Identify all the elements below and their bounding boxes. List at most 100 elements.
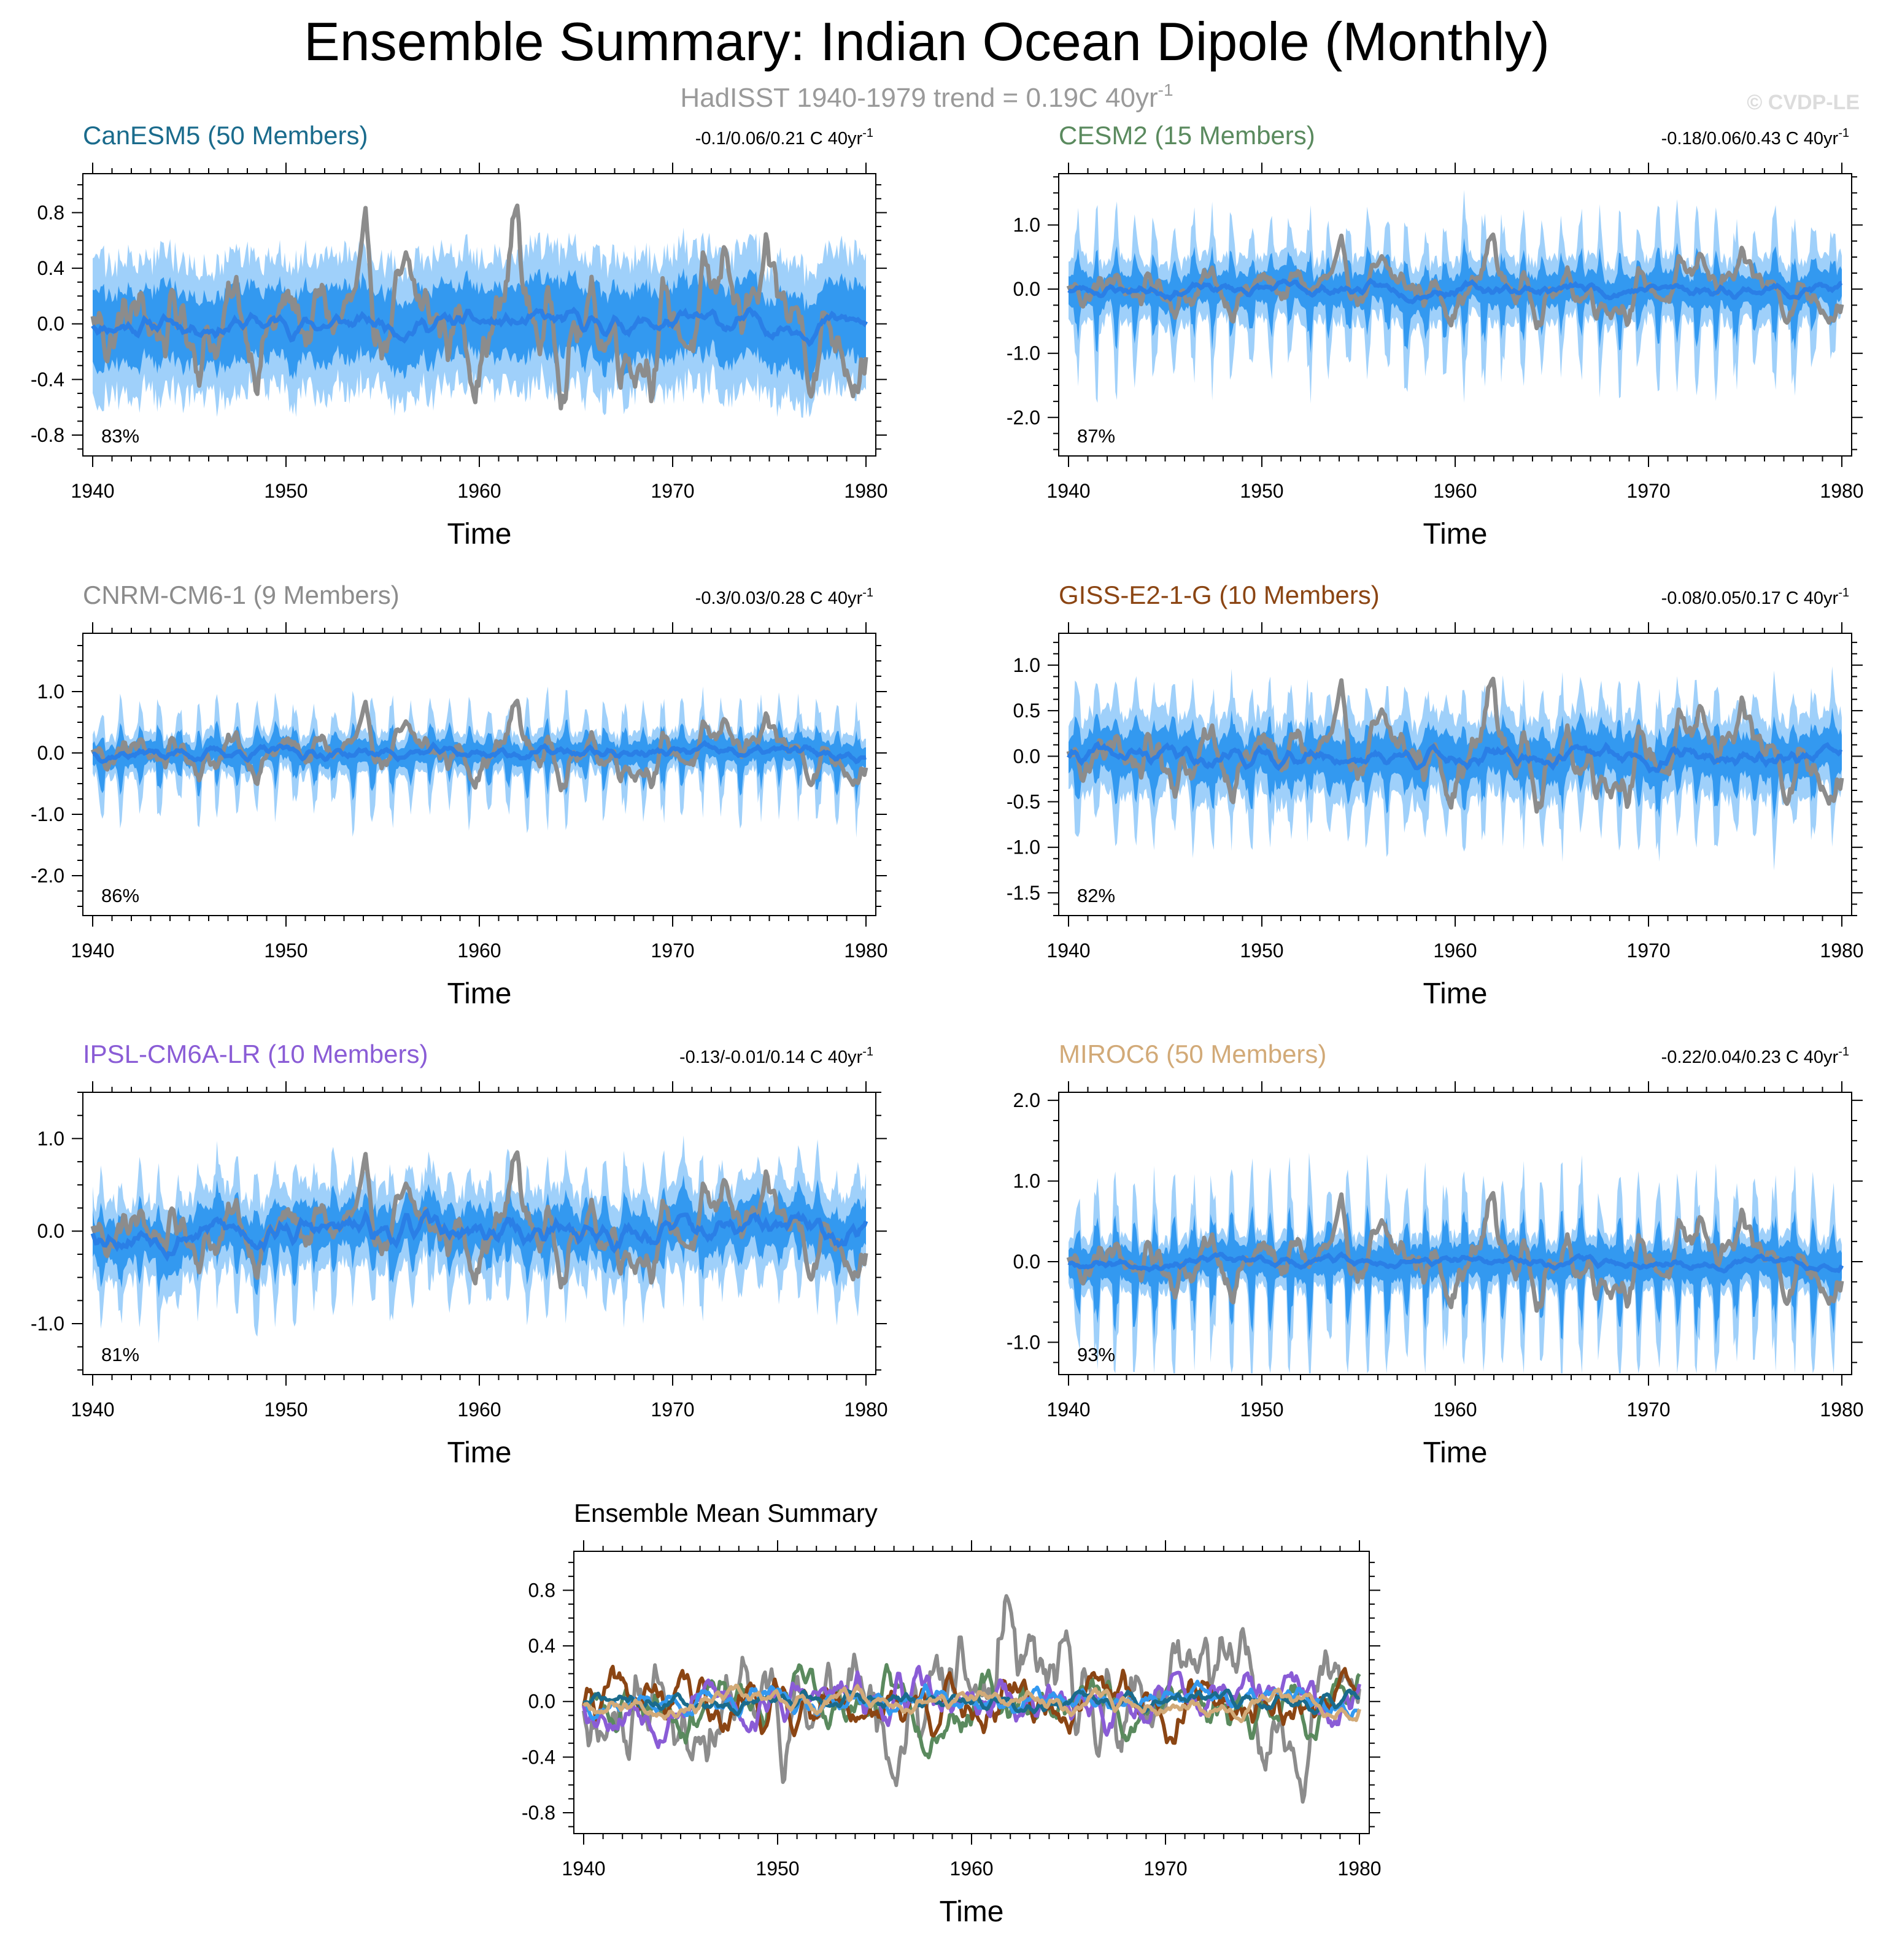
trend-superscript: -1 (1838, 1045, 1849, 1059)
percent-label: 93% (1077, 1344, 1115, 1365)
plot-area (90, 1135, 868, 1343)
panel-2: CESM2 (15 Members) -0.18/0.06/0.43 C 40yr… (1007, 121, 1864, 550)
y-tick-label: -1.0 (31, 803, 64, 825)
series-line (582, 1664, 1361, 1745)
x-tick-label: 1980 (1820, 480, 1863, 502)
trend-label: -0.1/0.06/0.21 C 40yr-1 (695, 126, 873, 149)
trend-text: -0.08/0.05/0.17 C 40yr (1661, 588, 1839, 608)
y-tick-label: 0.0 (37, 742, 64, 764)
y-tick-label: -0.5 (1007, 791, 1040, 813)
percent-label: 87% (1077, 425, 1115, 447)
percent-label: 82% (1077, 885, 1115, 906)
x-tick-label: 1960 (457, 480, 501, 502)
x-tick-label: 1950 (1240, 480, 1283, 502)
y-tick-label: 0.4 (37, 257, 64, 279)
panel-title: GISS-E2-1-G (10 Members) (1059, 581, 1380, 609)
observed-series (90, 203, 868, 411)
subtitle-text: HadISST 1940-1979 trend = 0.19C 40yr (680, 83, 1158, 113)
spread-inner-band (93, 714, 866, 804)
series-line (582, 1683, 1361, 1724)
x-axis-label: Time (447, 978, 512, 1010)
trend-label: -0.22/0.04/0.23 C 40yr-1 (1661, 1045, 1849, 1067)
panel-5: IPSL-CM6A-LR (10 Members) -0.13/-0.01/0.1… (31, 1040, 888, 1469)
trend-label: -0.13/-0.01/0.14 C 40yr-1 (679, 1045, 873, 1067)
y-tick-label: -0.4 (31, 368, 64, 390)
x-tick-label: 1940 (1046, 480, 1090, 502)
y-tick-label: -2.0 (1007, 406, 1040, 428)
y-tick-label: 0.0 (528, 1691, 555, 1713)
panel-title: IPSL-CM6A-LR (10 Members) (83, 1040, 428, 1068)
figure-subtitle: HadISST 1940-1979 trend = 0.19C 40yr-1 (680, 80, 1173, 113)
panel-3: CNRM-CM6-1 (9 Members) -0.3/0.03/0.28 C 4… (31, 581, 888, 1010)
x-tick-label: 1980 (1820, 1399, 1863, 1421)
percent-label: 86% (101, 885, 139, 906)
y-tick-label: -0.8 (522, 1802, 555, 1824)
x-tick-label: 1940 (71, 939, 114, 962)
trend-text: -0.13/-0.01/0.14 C 40yr (679, 1048, 863, 1067)
ensemble-mean-series (90, 1208, 868, 1262)
panel-title: CNRM-CM6-1 (9 Members) (83, 581, 400, 609)
x-tick-label: 1980 (844, 480, 887, 502)
y-tick-label: 1.0 (1013, 214, 1040, 236)
observed-series (1066, 1190, 1844, 1313)
y-tick-label: -1.0 (1007, 1331, 1040, 1353)
ensemble-mean-series (1067, 741, 1843, 774)
plot-area (90, 203, 868, 418)
y-tick-label: -2.0 (31, 865, 64, 887)
x-axis-label: Time (447, 518, 512, 550)
x-tick-label: 1940 (1046, 1399, 1090, 1421)
trend-label: -0.3/0.03/0.28 C 40yr-1 (695, 586, 873, 608)
x-tick-label: 1980 (1820, 939, 1863, 962)
y-tick-label: 0.4 (528, 1635, 555, 1657)
trend-superscript: -1 (862, 586, 873, 600)
trend-text: -0.1/0.06/0.21 C 40yr (695, 129, 863, 149)
spread-inner-band (93, 1175, 866, 1298)
y-tick-label: 0.0 (1013, 278, 1040, 300)
panel-title: CESM2 (15 Members) (1059, 121, 1315, 150)
x-tick-label: 1960 (1433, 1399, 1477, 1421)
trend-text: -0.3/0.03/0.28 C 40yr (695, 588, 863, 608)
x-axis-label: Time (1423, 518, 1488, 550)
x-tick-label: 1950 (264, 1399, 307, 1421)
y-tick-label: 2.0 (1013, 1089, 1040, 1111)
x-tick-label: 1970 (651, 939, 694, 962)
plot-area (1066, 1152, 1844, 1373)
x-tick-label: 1960 (457, 939, 501, 962)
figure-title: Ensemble Summary: Indian Ocean Dipole (M… (304, 11, 1550, 72)
y-tick-label: 0.0 (37, 313, 64, 335)
trend-label: -0.08/0.05/0.17 C 40yr-1 (1661, 586, 1849, 608)
x-tick-label: 1980 (844, 1399, 887, 1421)
trend-text: -0.22/0.04/0.23 C 40yr (1661, 1048, 1839, 1067)
x-tick-label: 1940 (1046, 939, 1090, 962)
y-tick-label: 0.0 (37, 1220, 64, 1242)
y-tick-label: 0.8 (37, 201, 64, 223)
y-tick-label: 0.0 (1013, 1251, 1040, 1273)
x-tick-label: 1950 (264, 480, 307, 502)
x-tick-label: 1970 (1626, 1399, 1670, 1421)
ensemble-mean-series (1067, 277, 1843, 305)
plot-area (1066, 190, 1844, 404)
x-axis-label: Time (1423, 1437, 1488, 1469)
x-tick-label: 1960 (457, 1399, 501, 1421)
observed-series (1066, 232, 1844, 331)
x-tick-label: 1980 (844, 939, 887, 962)
trend-superscript: -1 (1838, 126, 1849, 140)
panel-title: CanESM5 (50 Members) (83, 121, 368, 150)
panel-7: Ensemble Mean Summary -0.8 -0.4 0.0 0.4 0.8 19… (522, 1499, 1382, 1928)
ensemble-mean-series (91, 306, 868, 347)
x-tick-label: 1970 (1626, 480, 1670, 502)
y-tick-label: -1.0 (1007, 836, 1040, 858)
panel-6: MIROC6 (50 Members) -0.22/0.04/0.23 C 40y… (1007, 1040, 1864, 1469)
y-tick-label: 0.5 (1013, 700, 1040, 722)
copyright-label: © CVDP-LE (1747, 91, 1860, 114)
y-tick-label: -1.0 (1007, 342, 1040, 365)
panel-title: MIROC6 (50 Members) (1059, 1040, 1326, 1068)
observed-series (90, 1150, 868, 1290)
x-tick-label: 1950 (1240, 1399, 1283, 1421)
observed-series (90, 698, 868, 793)
x-axis-label: Time (940, 1896, 1004, 1928)
subtitle-superscript: -1 (1158, 80, 1173, 99)
plot-area (1066, 666, 1844, 871)
plot-area (582, 1594, 1361, 1804)
trend-superscript: -1 (862, 1045, 873, 1059)
